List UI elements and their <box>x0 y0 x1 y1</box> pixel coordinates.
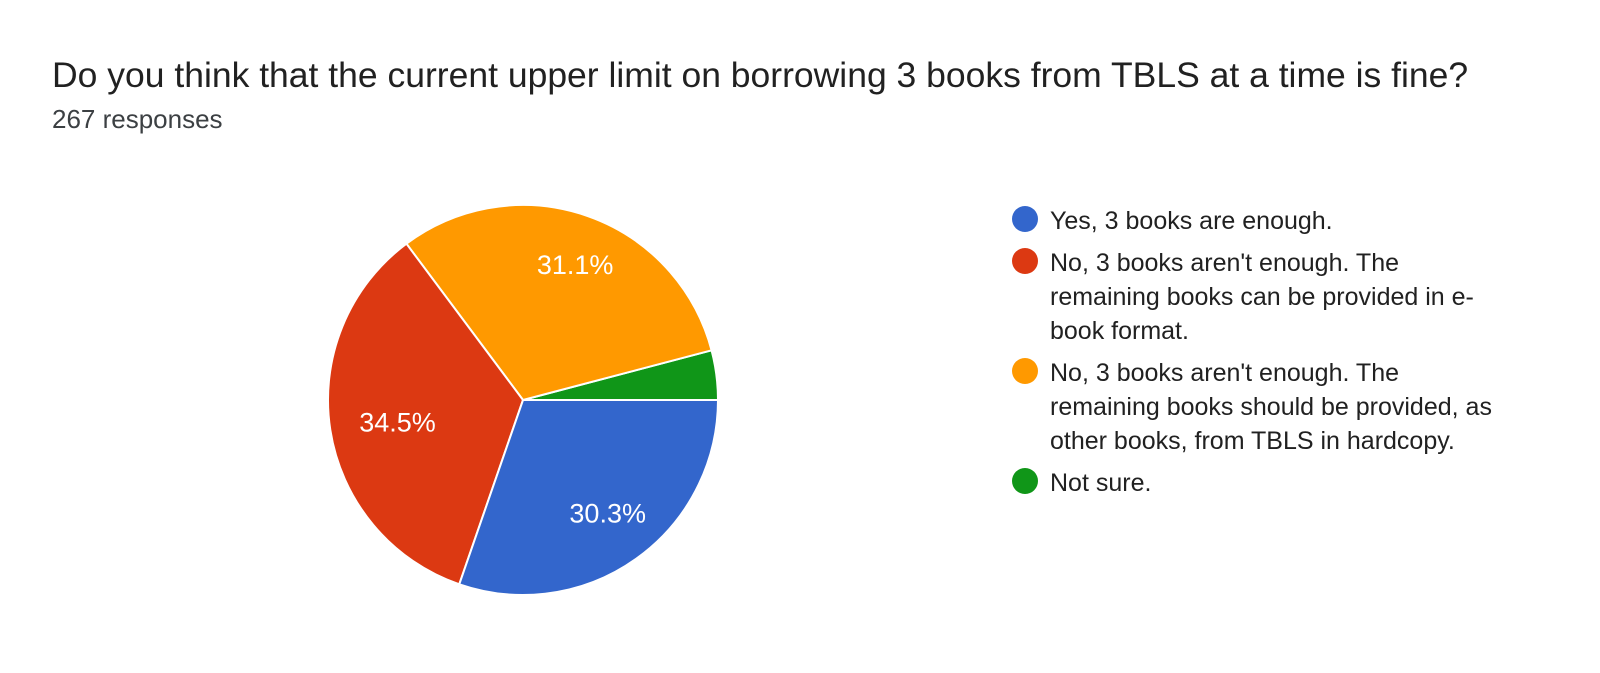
svg-text:31.1%: 31.1% <box>537 250 614 280</box>
svg-text:34.5%: 34.5% <box>359 407 436 437</box>
svg-text:30.3%: 30.3% <box>569 499 646 529</box>
